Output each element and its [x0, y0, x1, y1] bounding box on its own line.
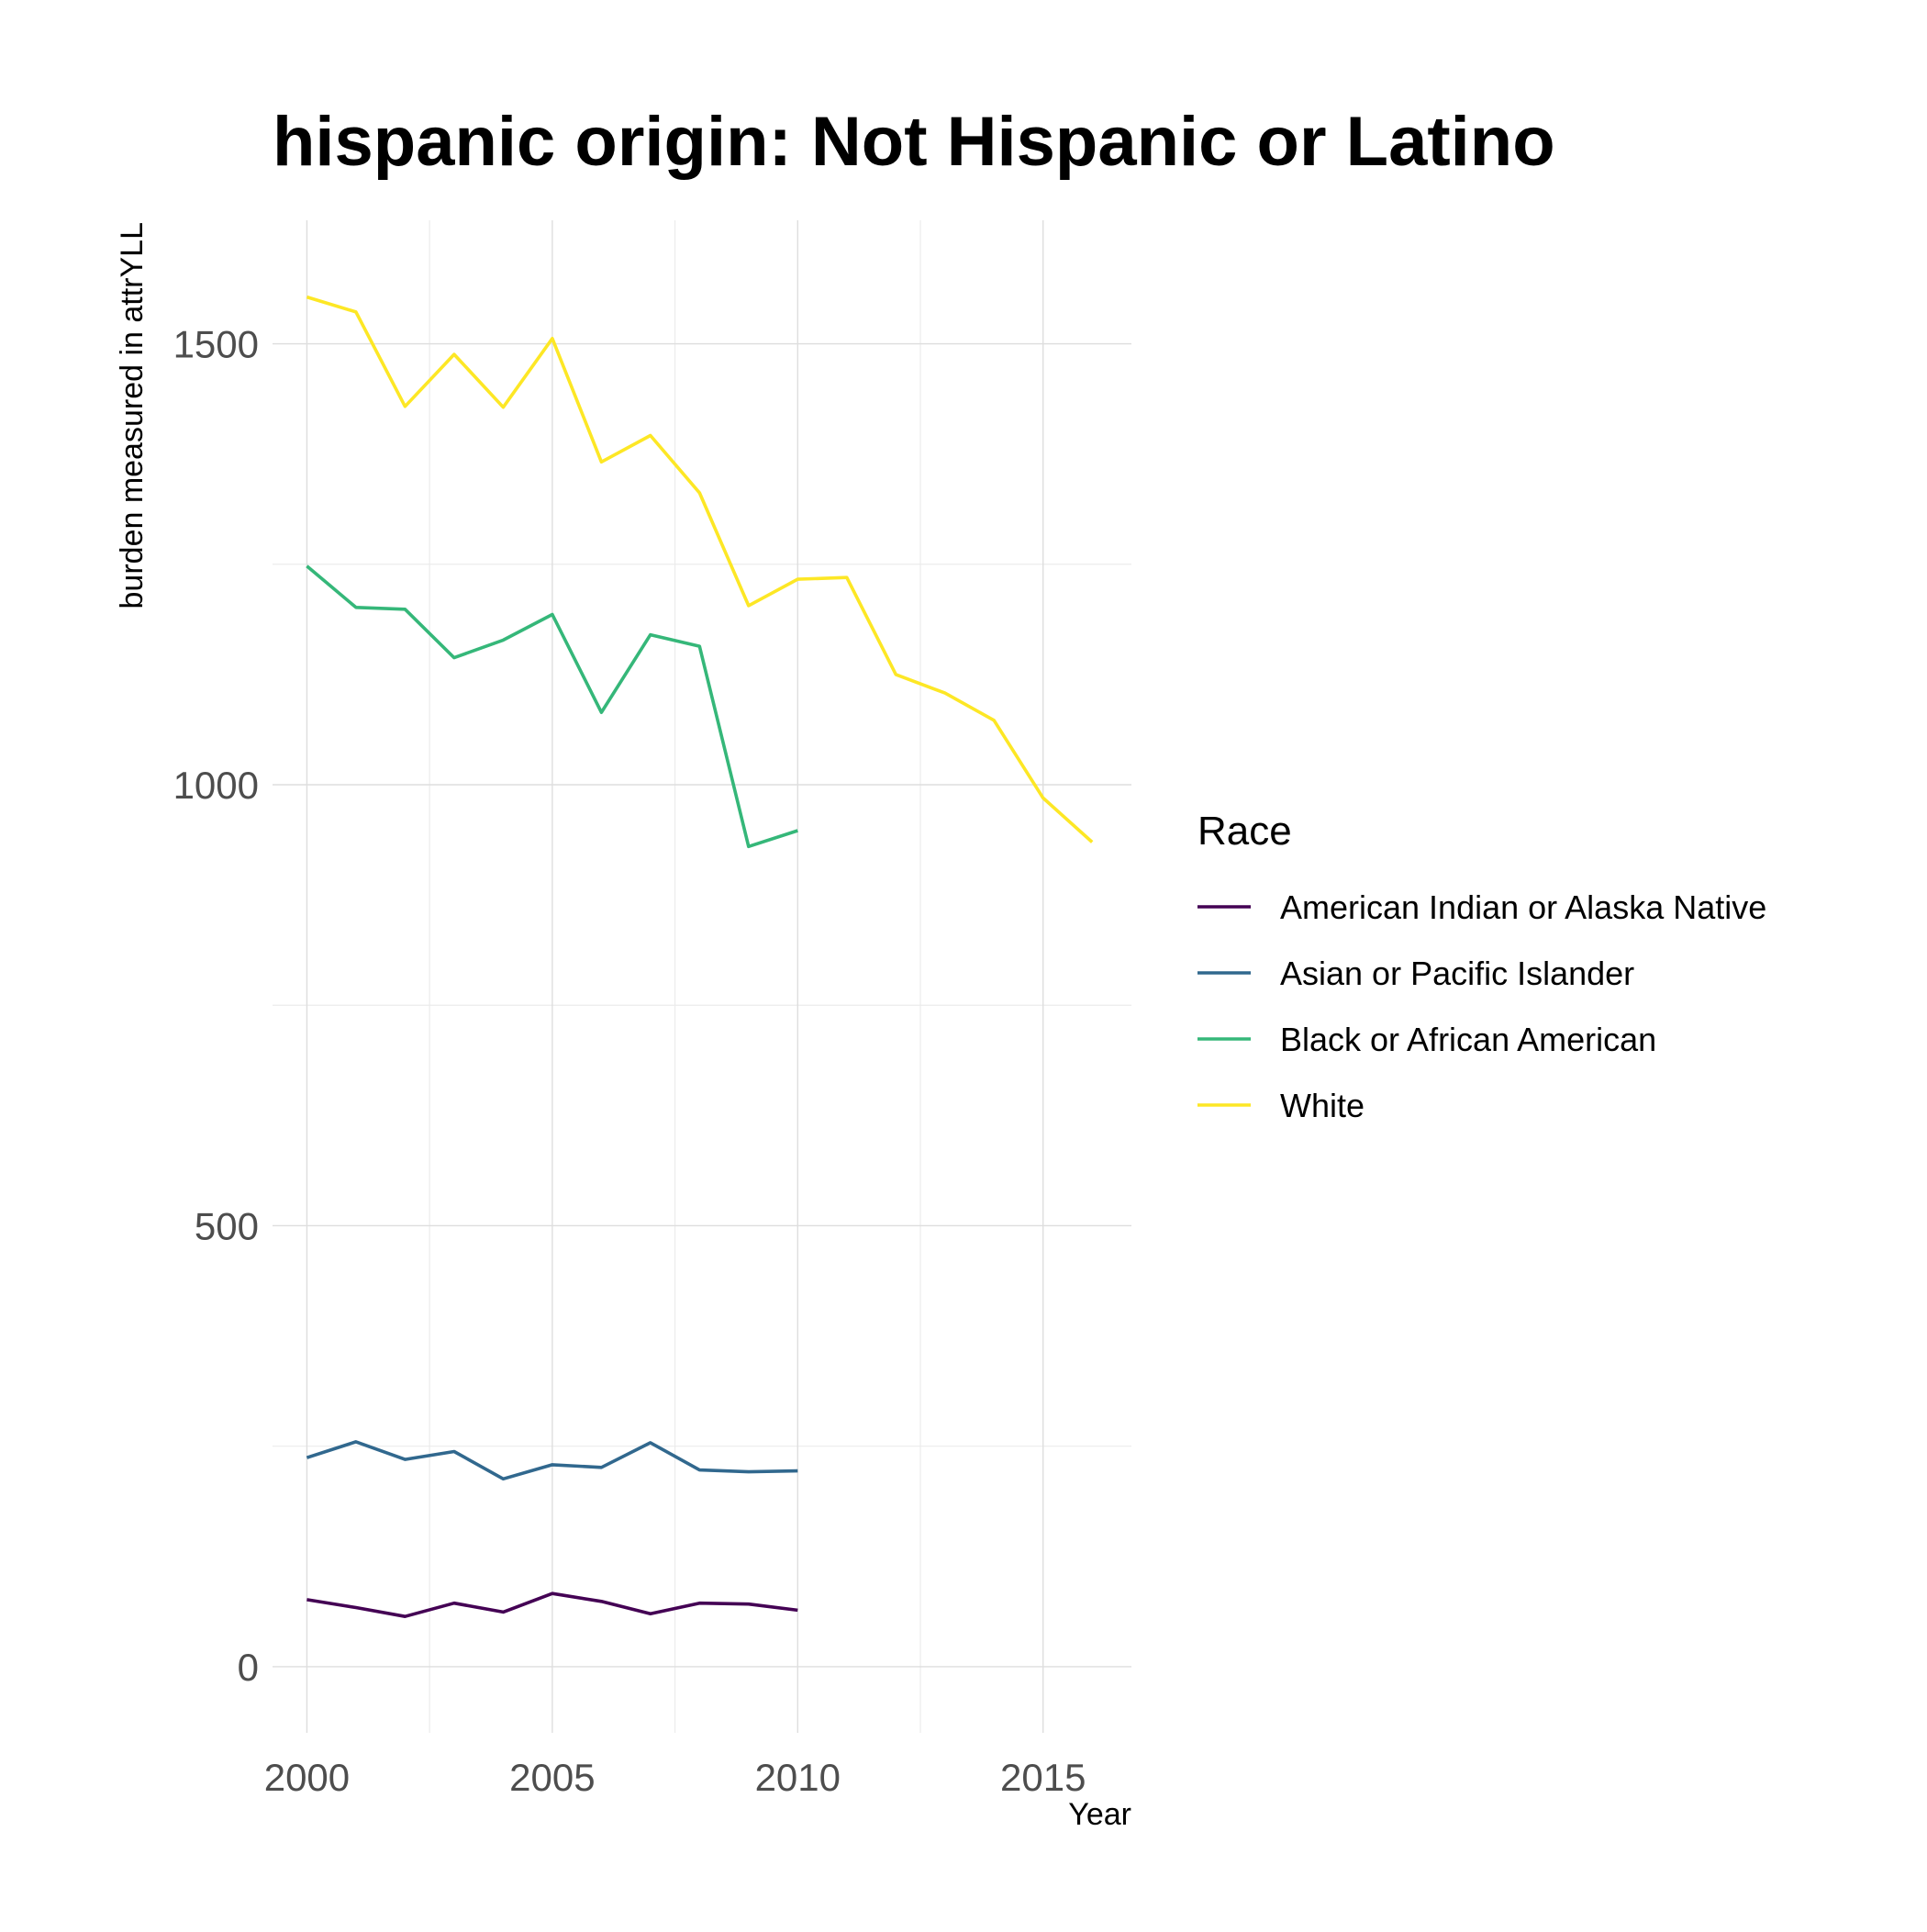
legend-label-asian-or-pacific-islander: Asian or Pacific Islander — [1280, 955, 1634, 992]
series-line-black-or-african-american — [306, 564, 798, 849]
legend-title: Race — [1197, 809, 1292, 854]
y-tick-label: 1500 — [173, 323, 259, 366]
x-axis-title: Year — [1068, 1797, 1131, 1832]
legend-label-american-indian-or-alaska-native: American Indian or Alaska Native — [1280, 888, 1766, 926]
x-tick-label: 2000 — [264, 1756, 350, 1799]
legend: Race American Indian or Alaska Native Asi… — [1197, 809, 1766, 1124]
grid-lines — [273, 220, 1131, 1733]
y-axis-tick-labels: 0 500 1000 1500 — [173, 323, 259, 1689]
legend-label-black-or-african-american: Black or African American — [1280, 1021, 1656, 1058]
x-axis-tick-labels: 2000 2005 2010 2015 — [264, 1756, 1086, 1799]
series-lines — [306, 295, 1094, 1618]
x-tick-label: 2005 — [509, 1756, 595, 1799]
series-line-white — [306, 295, 1094, 843]
x-tick-label: 2015 — [1000, 1756, 1086, 1799]
y-tick-label: 500 — [195, 1204, 259, 1247]
x-tick-label: 2010 — [755, 1756, 841, 1799]
series-line-american-indian-or-alaska-native — [306, 1591, 798, 1618]
legend-items: American Indian or Alaska Native Asian or… — [1197, 888, 1766, 1124]
y-tick-label: 1000 — [173, 764, 259, 807]
y-tick-label: 0 — [238, 1646, 259, 1689]
chart-title: hispanic origin: Not Hispanic or Latino — [273, 103, 1555, 181]
legend-label-white: White — [1280, 1087, 1364, 1124]
y-axis-title: burden measured in attrYLL — [115, 222, 150, 609]
series-line-asian-or-pacific-islander — [306, 1440, 798, 1481]
